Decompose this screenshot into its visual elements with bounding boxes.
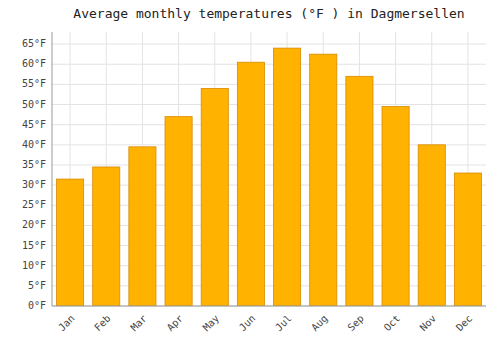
bar (418, 145, 445, 306)
bar (454, 173, 481, 306)
bar (237, 62, 264, 306)
x-tick-label: Feb (92, 313, 113, 334)
bar (129, 147, 156, 306)
x-tick-label: Jul (273, 313, 294, 334)
bar (201, 88, 228, 306)
y-tick-label: 55°F (22, 78, 46, 89)
x-tick-label: Sep (345, 313, 366, 334)
y-tick-label: 10°F (22, 260, 46, 271)
grid (52, 32, 486, 306)
x-tick-label: Dec (454, 313, 475, 334)
bar (274, 48, 301, 306)
y-tick-label: 25°F (22, 199, 46, 210)
y-grid-line (52, 84, 486, 85)
y-tick-label: 0°F (28, 300, 46, 311)
bar (165, 117, 192, 306)
bar (382, 107, 409, 306)
y-tick-label: 45°F (22, 119, 46, 130)
y-tick-label: 50°F (22, 99, 46, 110)
y-tick-label: 65°F (22, 38, 46, 49)
y-grid-line (52, 104, 486, 105)
x-axis: Jan Feb Mar Apr May Jun Jul Aug Sep Oct Nov Dec (56, 313, 474, 334)
y-grid-line (52, 64, 486, 65)
x-tick-label: May (201, 313, 222, 334)
y-tick-label: 20°F (22, 219, 46, 230)
y-axis-line (52, 32, 53, 306)
x-tick-label: Jun (237, 313, 258, 334)
y-axis: 0°F 5°F 10°F 15°F 20°F 25°F 30°F 35°F 40°F 45°F 50… (22, 38, 46, 311)
x-tick-label: Apr (165, 313, 186, 334)
y-grid-line (52, 44, 486, 45)
x-tick-label: Jan (56, 313, 77, 334)
bar (310, 54, 337, 306)
bars (57, 48, 482, 306)
y-grid-line (52, 306, 486, 307)
y-tick-label: 5°F (28, 280, 46, 291)
bar (346, 76, 373, 306)
y-tick-label: 35°F (22, 159, 46, 170)
y-tick-label: 30°F (22, 179, 46, 190)
bar (93, 167, 120, 306)
chart-container: 0°F 5°F 10°F 15°F 20°F 25°F 30°F 35°F 40°F 45°F 50… (0, 0, 500, 350)
x-tick-label: Nov (418, 313, 439, 334)
x-axis-line (52, 306, 486, 307)
y-grid-line (52, 124, 486, 125)
bar (57, 179, 84, 306)
y-tick-label: 60°F (22, 58, 46, 69)
chart: 0°F 5°F 10°F 15°F 20°F 25°F 30°F 35°F 40°F 45°F 50… (0, 0, 500, 350)
x-tick-label: Mar (128, 313, 149, 334)
title: Average monthly temperatures (°F ) in Da… (73, 6, 464, 21)
y-tick-label: 40°F (22, 139, 46, 150)
x-tick-label: Oct (382, 313, 403, 334)
x-tick-label: Aug (309, 313, 330, 334)
y-tick-label: 15°F (22, 240, 46, 251)
